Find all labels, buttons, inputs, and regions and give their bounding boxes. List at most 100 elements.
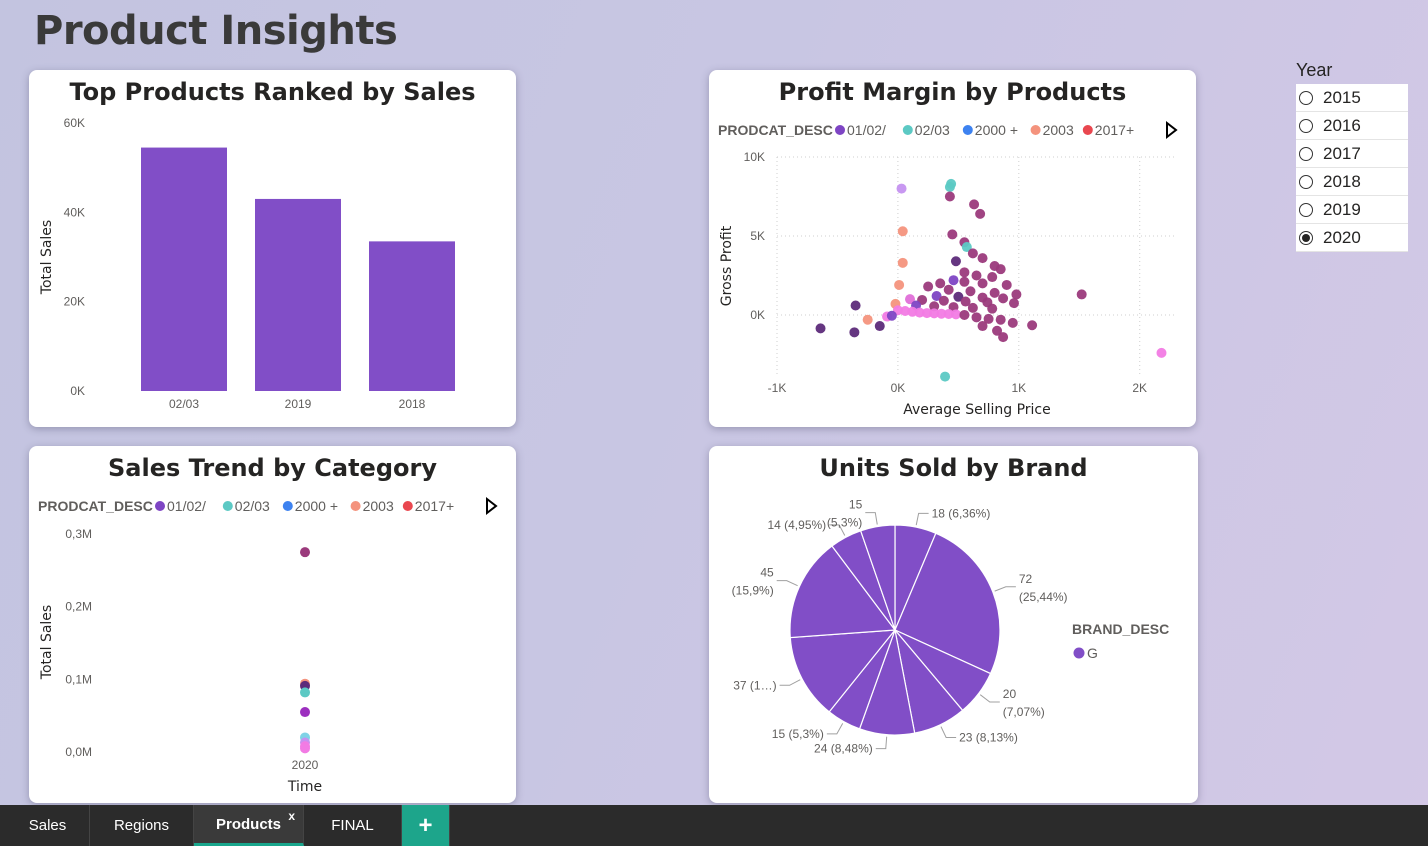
data-point[interactable] [983, 313, 994, 324]
year-option-2015[interactable]: 2015 [1296, 84, 1408, 112]
data-point[interactable] [935, 278, 946, 289]
data-point[interactable] [959, 267, 970, 278]
bar[interactable] [369, 241, 455, 391]
data-point[interactable] [950, 256, 961, 267]
data-point[interactable] [944, 191, 955, 202]
radio-icon[interactable] [1299, 118, 1313, 133]
tab-final[interactable]: FINAL [304, 805, 402, 846]
data-point[interactable] [894, 279, 905, 290]
radio-icon[interactable] [1299, 90, 1313, 105]
data-point[interactable] [947, 229, 958, 240]
data-point[interactable] [1011, 289, 1022, 300]
data-point[interactable] [900, 306, 911, 317]
data-point[interactable] [967, 302, 978, 313]
data-point[interactable] [886, 310, 897, 321]
tab-products[interactable]: Products x [194, 805, 304, 846]
play-icon[interactable] [486, 496, 498, 516]
data-point[interactable] [940, 371, 951, 382]
data-point[interactable] [953, 291, 964, 302]
data-label: 15 (5,3%) [772, 727, 824, 741]
data-point[interactable] [943, 284, 954, 295]
data-point[interactable] [977, 278, 988, 289]
data-point[interactable] [929, 308, 940, 319]
data-point[interactable] [959, 276, 970, 287]
data-point[interactable] [959, 309, 970, 320]
data-point[interactable] [987, 303, 998, 314]
data-point[interactable] [896, 183, 907, 194]
data-point[interactable] [905, 294, 915, 305]
profit-margin-card[interactable]: Profit Margin by Products PRODCAT_DESC 01… [709, 70, 1196, 427]
top-products-card[interactable]: Top Products Ranked by Sales 0K 20K 40K 60K… [29, 70, 516, 427]
data-point[interactable] [1156, 347, 1167, 358]
tab-sales[interactable]: Sales [6, 805, 90, 846]
data-point[interactable] [874, 321, 885, 332]
data-point[interactable] [950, 309, 961, 320]
data-point[interactable] [921, 308, 932, 319]
data-point[interactable] [987, 272, 998, 283]
radio-icon[interactable] [1299, 202, 1313, 217]
data-point[interactable] [300, 707, 310, 718]
data-point[interactable] [897, 257, 908, 268]
play-icon-shape [1166, 120, 1178, 140]
play-icon[interactable] [1166, 120, 1178, 140]
bar[interactable] [141, 147, 227, 391]
radio-icon[interactable] [1299, 146, 1313, 161]
data-point[interactable] [300, 547, 310, 558]
year-option-2019[interactable]: 2019 [1296, 196, 1408, 224]
pie-slice[interactable] [789, 629, 897, 713]
data-point[interactable] [971, 270, 982, 281]
year-option-2020[interactable]: 2020 [1296, 224, 1408, 252]
data-point[interactable] [897, 226, 908, 237]
data-point[interactable] [1076, 289, 1087, 300]
pie-slice[interactable] [789, 545, 897, 639]
tab-regions[interactable]: Regions [90, 805, 194, 846]
radio-icon[interactable] [1299, 230, 1313, 245]
data-point[interactable] [815, 323, 826, 334]
add-page-button[interactable]: + [402, 805, 450, 846]
data-point[interactable] [948, 275, 959, 286]
data-point[interactable] [995, 264, 1006, 275]
year-option-2016[interactable]: 2016 [1296, 112, 1408, 140]
radio-icon[interactable] [1299, 174, 1313, 189]
data-point[interactable] [944, 182, 955, 193]
year-option-2017[interactable]: 2017 [1296, 140, 1408, 168]
data-point[interactable] [975, 208, 986, 219]
data-point[interactable] [965, 286, 976, 297]
data-point[interactable] [995, 314, 1006, 325]
data-point[interactable] [1008, 298, 1019, 309]
data-point[interactable] [971, 312, 982, 323]
data-point[interactable] [943, 309, 954, 320]
data-point[interactable] [929, 301, 940, 312]
data-point[interactable] [960, 296, 971, 307]
bar[interactable] [255, 198, 341, 391]
data-point[interactable] [862, 314, 873, 325]
data-point[interactable] [936, 308, 947, 319]
data-point[interactable] [992, 325, 1003, 336]
data-point[interactable] [850, 300, 861, 311]
data-point[interactable] [961, 242, 972, 253]
data-point[interactable] [969, 199, 980, 210]
year-option-2018[interactable]: 2018 [1296, 168, 1408, 196]
pie-slice[interactable] [894, 532, 1001, 675]
data-point[interactable] [977, 321, 988, 332]
data-point[interactable] [989, 287, 1000, 298]
data-point[interactable] [967, 248, 978, 259]
data-point[interactable] [907, 306, 918, 317]
data-point[interactable] [923, 281, 934, 292]
data-point[interactable] [914, 307, 925, 318]
data-point[interactable] [1001, 279, 1012, 290]
data-point[interactable] [938, 295, 949, 306]
pie-slice[interactable] [859, 524, 896, 631]
data-point[interactable] [977, 253, 988, 264]
close-icon[interactable]: x [288, 809, 295, 823]
data-point[interactable] [300, 687, 310, 698]
data-point[interactable] [300, 743, 310, 754]
data-point[interactable] [998, 293, 1009, 304]
data-point[interactable] [998, 332, 1009, 343]
data-point[interactable] [849, 327, 860, 338]
data-point[interactable] [1007, 317, 1018, 328]
sales-trend-card[interactable]: Sales Trend by Category PRODCAT_DESC 01/0… [29, 446, 516, 803]
units-by-brand-card[interactable]: Units Sold by Brand 18 (6,36%) 72 (25,44%)… [709, 446, 1198, 803]
data-point[interactable] [1027, 320, 1038, 331]
data-point[interactable] [931, 291, 942, 302]
